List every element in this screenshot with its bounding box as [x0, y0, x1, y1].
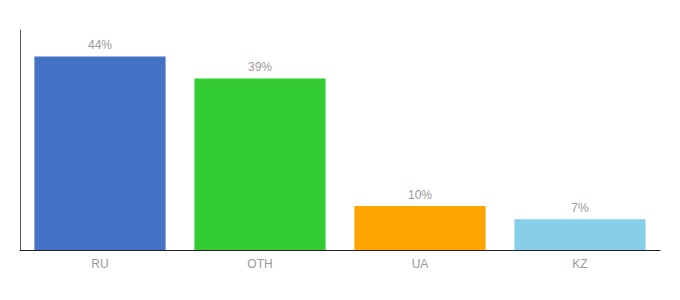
- svg-text:44%: 44%: [88, 38, 112, 52]
- svg-text:KZ: KZ: [572, 257, 587, 271]
- svg-text:RU: RU: [91, 257, 108, 271]
- svg-text:7%: 7%: [571, 201, 589, 215]
- svg-text:10%: 10%: [408, 188, 432, 202]
- svg-text:UA: UA: [412, 257, 429, 271]
- svg-text:39%: 39%: [248, 60, 272, 74]
- svg-text:OTH: OTH: [247, 257, 272, 271]
